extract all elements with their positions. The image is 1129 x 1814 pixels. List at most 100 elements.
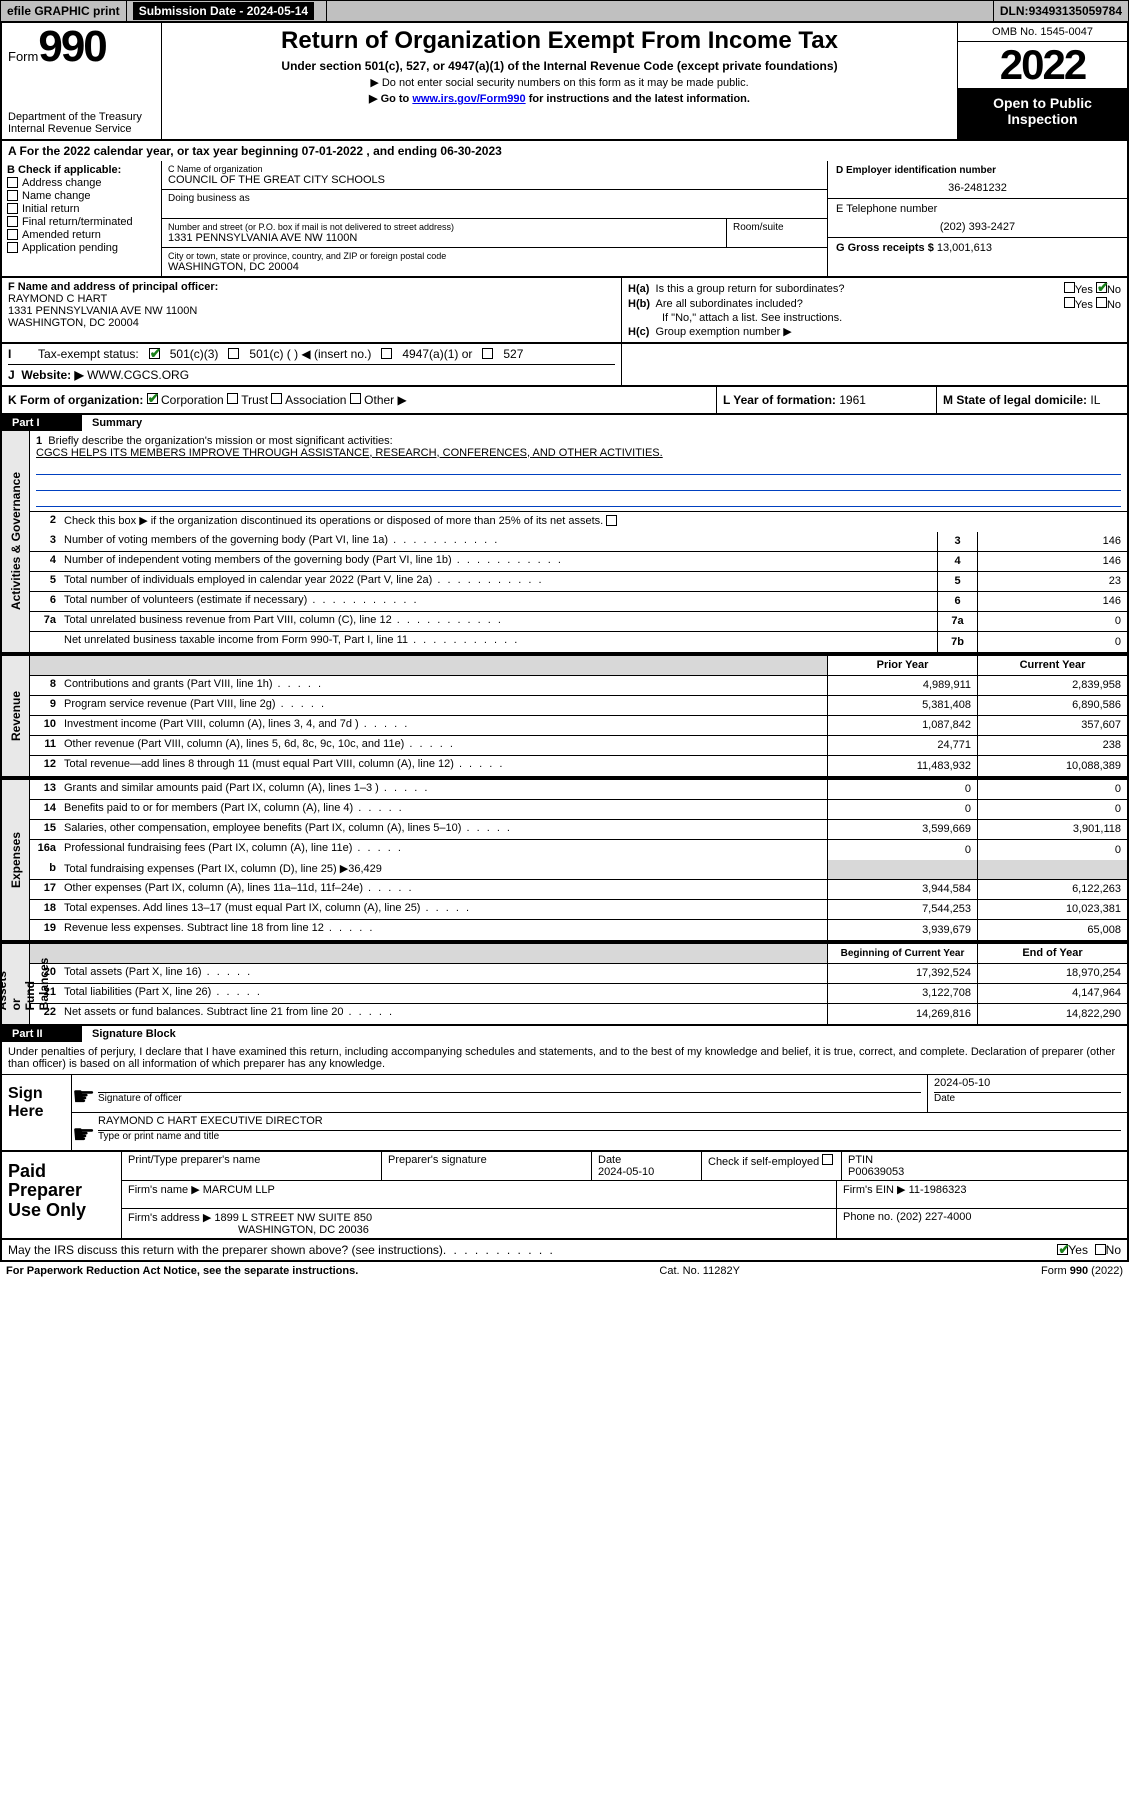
ein: 36-2481232	[836, 182, 1119, 194]
line-16b: b Total fundraising expenses (Part IX, c…	[30, 860, 1127, 880]
omb-number: OMB No. 1545-0047	[958, 23, 1127, 42]
vlabel-balances: Net Assets or Fund Balances	[2, 944, 30, 1024]
section-hc-continued	[622, 344, 1127, 385]
gov-row-7b: Net unrelated business taxable income fr…	[30, 632, 1127, 652]
section-k-form-org: K Form of organization: Corporation Trus…	[2, 387, 717, 413]
form-word: Form	[8, 49, 38, 64]
f-h-row: F Name and address of principal officer:…	[0, 278, 1129, 344]
checkbox-501c3[interactable]	[149, 348, 160, 359]
checkbox-initial-return[interactable]	[7, 203, 18, 214]
checkbox-trust[interactable]	[227, 393, 238, 404]
checkbox-501c[interactable]	[228, 348, 239, 359]
checkbox-association[interactable]	[271, 393, 282, 404]
exp-row-18: 18Total expenses. Add lines 13–17 (must …	[30, 900, 1127, 920]
checkbox-self-employed[interactable]	[822, 1154, 833, 1165]
bal-row-21: 21Total liabilities (Part X, line 26)3,1…	[30, 984, 1127, 1004]
vlabel-governance: Activities & Governance	[2, 431, 30, 652]
website: WWW.CGCS.ORG	[87, 368, 189, 382]
efile-label: efile GRAPHIC print	[0, 0, 126, 22]
section-l-year-formation: L Year of formation: 1961	[717, 387, 937, 413]
checkbox-application-pending[interactable]	[7, 242, 18, 253]
gov-row-6: 6Total number of volunteers (estimate if…	[30, 592, 1127, 612]
checkbox-527[interactable]	[482, 348, 493, 359]
part-1-header: Part I Summary	[0, 415, 1129, 431]
exp-row-14: 14Benefits paid to or for members (Part …	[30, 800, 1127, 820]
exp-row-13: 13Grants and similar amounts paid (Part …	[30, 780, 1127, 800]
part-2-header: Part II Signature Block	[0, 1026, 1129, 1042]
k-l-m-row: K Form of organization: Corporation Trus…	[0, 387, 1129, 415]
checkbox-ha-yes[interactable]	[1064, 282, 1075, 293]
checkbox-may-yes[interactable]	[1057, 1244, 1068, 1255]
summary-revenue: Revenue Prior Year Current Year 8Contrib…	[0, 654, 1129, 778]
gov-row-5: 5Total number of individuals employed in…	[30, 572, 1127, 592]
vlabel-expenses: Expenses	[2, 780, 30, 940]
subtitle-3: ▶ Go to www.irs.gov/Form990 for instruct…	[172, 92, 947, 105]
gov-row-4: 4Number of independent voting members of…	[30, 552, 1127, 572]
rev-row-9: 9Program service revenue (Part VIII, lin…	[30, 696, 1127, 716]
section-f-principal-officer: F Name and address of principal officer:…	[2, 278, 622, 342]
department: Department of the Treasury Internal Reve…	[8, 111, 155, 135]
exp-row-16a: 16aProfessional fundraising fees (Part I…	[30, 840, 1127, 860]
summary-balances: Net Assets or Fund Balances Beginning of…	[0, 942, 1129, 1026]
bal-row-22: 22Net assets or fund balances. Subtract …	[30, 1004, 1127, 1024]
header-center: Return of Organization Exempt From Incom…	[162, 23, 957, 139]
ptin: P00639053	[848, 1166, 904, 1178]
checkbox-address-change[interactable]	[7, 177, 18, 188]
top-bar: efile GRAPHIC print Submission Date - 20…	[0, 0, 1129, 22]
checkbox-other[interactable]	[350, 393, 361, 404]
bal-row-20: 20Total assets (Part X, line 16)17,392,5…	[30, 964, 1127, 984]
city-state-zip: WASHINGTON, DC 20004	[168, 261, 821, 273]
checkbox-line2[interactable]	[606, 515, 617, 526]
form-title: Return of Organization Exempt From Incom…	[172, 27, 947, 55]
exp-row-17: 17Other expenses (Part IX, column (A), l…	[30, 880, 1127, 900]
i-j-row: I Tax-exempt status: 501(c)(3) 501(c) ( …	[0, 344, 1129, 387]
summary-expenses: Expenses 13Grants and similar amounts pa…	[0, 778, 1129, 942]
begin-end-header: Beginning of Current Year End of Year	[30, 944, 1127, 964]
checkbox-hb-no[interactable]	[1096, 297, 1107, 308]
checkbox-may-no[interactable]	[1095, 1244, 1106, 1255]
tax-year: 2022	[958, 42, 1127, 89]
header-right: OMB No. 1545-0047 2022 Open to Public In…	[957, 23, 1127, 139]
checkbox-amended-return[interactable]	[7, 229, 18, 240]
section-c-name-address: C Name of organization COUNCIL OF THE GR…	[162, 161, 827, 276]
vlabel-revenue: Revenue	[2, 656, 30, 776]
street-address: 1331 PENNSYLVANIA AVE NW 1100N	[168, 232, 720, 244]
rev-row-11: 11Other revenue (Part VIII, column (A), …	[30, 736, 1127, 756]
page-footer: For Paperwork Reduction Act Notice, see …	[0, 1262, 1129, 1280]
checkbox-ha-no[interactable]	[1096, 282, 1107, 293]
subtitle-2: ▶ Do not enter social security numbers o…	[172, 76, 947, 89]
org-name: COUNCIL OF THE GREAT CITY SCHOOLS	[168, 174, 821, 186]
checkbox-name-change[interactable]	[7, 190, 18, 201]
checkbox-final-return[interactable]	[7, 216, 18, 227]
gross-receipts: 13,001,613	[937, 242, 992, 254]
summary-governance: Activities & Governance 1 Briefly descri…	[0, 431, 1129, 654]
sign-here-block: Sign Here ☛ Signature of officer 2024-05…	[0, 1075, 1129, 1152]
gov-row-3: 3Number of voting members of the governi…	[30, 532, 1127, 552]
line-1-mission: 1 Briefly describe the organization's mi…	[30, 431, 1127, 512]
checkbox-4947[interactable]	[381, 348, 392, 359]
telephone: (202) 393-2427	[836, 221, 1119, 233]
topbar-spacer	[327, 0, 993, 22]
may-discuss-row: May the IRS discuss this return with the…	[0, 1240, 1129, 1262]
submission-date: Submission Date - 2024-05-14	[126, 0, 327, 22]
checkbox-corporation[interactable]	[147, 393, 158, 404]
rev-row-8: 8Contributions and grants (Part VIII, li…	[30, 676, 1127, 696]
rev-row-10: 10Investment income (Part VIII, column (…	[30, 716, 1127, 736]
officer-name: RAYMOND C HART EXECUTIVE DIRECTOR	[98, 1115, 1121, 1131]
section-i-tax-exempt: I Tax-exempt status: 501(c)(3) 501(c) ( …	[2, 344, 622, 385]
exp-row-15: 15Salaries, other compensation, employee…	[30, 820, 1127, 840]
firm-name: MARCUM LLP	[203, 1184, 275, 1196]
open-to-public: Open to Public Inspection	[958, 89, 1127, 139]
header-left: Form 990 Department of the Treasury Inte…	[2, 23, 162, 139]
declaration-text: Under penalties of perjury, I declare th…	[0, 1042, 1129, 1075]
checkbox-hb-yes[interactable]	[1064, 297, 1075, 308]
exp-row-19: 19Revenue less expenses. Subtract line 1…	[30, 920, 1127, 940]
instructions-link[interactable]: www.irs.gov/Form990	[412, 93, 525, 105]
section-b-checkboxes: B Check if applicable: Address change Na…	[2, 161, 162, 276]
form-header: Form 990 Department of the Treasury Inte…	[0, 22, 1129, 141]
line-2: 2 Check this box ▶ if the organization d…	[30, 512, 1127, 532]
section-d-e-g: D Employer identification number 36-2481…	[827, 161, 1127, 276]
subtitle-1: Under section 501(c), 527, or 4947(a)(1)…	[172, 59, 947, 73]
form-number: 990	[38, 27, 105, 67]
dln: DLN: 93493135059784	[993, 0, 1129, 22]
